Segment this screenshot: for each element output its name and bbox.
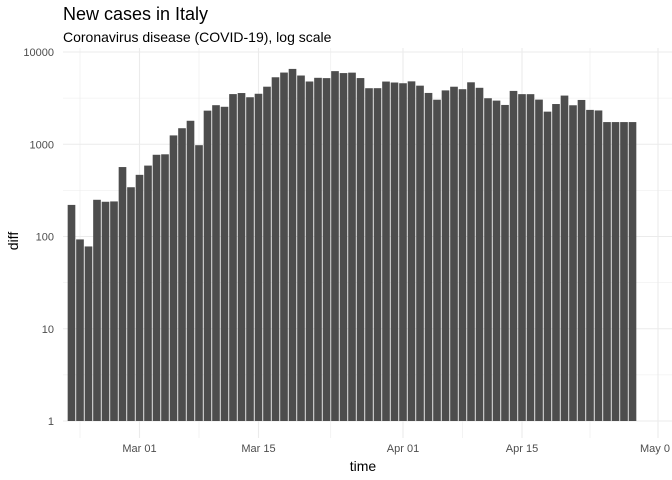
x-axis-label: time — [350, 458, 377, 474]
bar — [220, 106, 229, 421]
y-tick-label: 1000 — [30, 139, 54, 151]
bar — [390, 82, 399, 422]
x-tick-label: Mar 01 — [122, 443, 156, 455]
bar — [518, 94, 526, 421]
bar — [280, 72, 288, 421]
bar — [586, 109, 594, 422]
bar — [407, 81, 416, 422]
bar — [552, 104, 560, 421]
y-tick-label: 1 — [48, 416, 54, 428]
bar — [144, 165, 152, 421]
bar — [339, 73, 348, 421]
bar — [152, 154, 161, 421]
x-tick-label: Apr 01 — [387, 443, 419, 455]
bar — [373, 88, 382, 422]
bar — [611, 122, 620, 421]
bar — [101, 201, 110, 421]
bar — [254, 93, 263, 421]
bar — [322, 78, 331, 422]
bar — [458, 89, 467, 421]
bar — [246, 97, 254, 422]
bar — [620, 122, 628, 421]
bar — [416, 85, 424, 421]
bar — [93, 199, 101, 421]
bar — [365, 88, 373, 422]
y-axis-label: diff — [5, 232, 21, 251]
bar — [594, 110, 603, 422]
bar — [186, 120, 195, 422]
bar — [441, 90, 450, 421]
bar — [212, 105, 220, 421]
bar — [399, 83, 407, 422]
bar — [382, 81, 390, 421]
bar — [560, 95, 569, 421]
bar — [237, 93, 246, 421]
y-tick-label: 10 — [42, 324, 54, 336]
bar — [509, 90, 518, 421]
chart-subtitle: Coronavirus disease (COVID-19), log scal… — [63, 29, 332, 45]
bar — [348, 72, 356, 421]
bar — [178, 128, 186, 421]
bar — [305, 81, 314, 421]
bar — [127, 187, 135, 421]
bar — [195, 145, 203, 421]
bar — [169, 135, 178, 421]
y-tick-label: 100 — [36, 232, 54, 244]
x-tick-label: Apr 15 — [506, 443, 538, 455]
bar — [433, 99, 441, 421]
bar — [314, 77, 322, 421]
chart-title: New cases in Italy — [63, 4, 209, 24]
x-tick-label: May 0 — [640, 443, 670, 455]
y-tick-label: 10000 — [23, 47, 54, 59]
bar — [271, 77, 280, 422]
bar — [263, 86, 271, 421]
bar — [535, 99, 543, 422]
bar — [356, 78, 365, 421]
bar — [84, 246, 93, 421]
bar — [203, 110, 212, 422]
bar — [577, 99, 586, 422]
axis-layer: 1 10 100 1000 10000 Mar 01 Mar 15 Apr 01 Apr 15 M… — [23, 47, 670, 455]
bar — [603, 122, 611, 421]
bar — [569, 105, 577, 422]
bar — [118, 167, 127, 421]
bar — [110, 201, 118, 421]
bar — [450, 86, 458, 421]
bar — [161, 154, 169, 421]
bar-layer — [67, 68, 637, 422]
bar — [331, 71, 339, 421]
bar — [424, 92, 433, 421]
bar — [501, 104, 509, 421]
x-tick-label: Mar 15 — [241, 443, 275, 455]
bar — [543, 111, 552, 422]
bar — [135, 174, 144, 421]
bar — [76, 239, 84, 421]
bar — [229, 94, 237, 421]
bar — [467, 82, 475, 422]
bar — [288, 68, 297, 421]
bar — [628, 122, 637, 421]
bar — [67, 204, 76, 421]
bar — [492, 100, 501, 422]
bar — [297, 75, 305, 422]
bar — [475, 87, 484, 422]
bar — [484, 98, 492, 422]
bar — [526, 94, 535, 421]
